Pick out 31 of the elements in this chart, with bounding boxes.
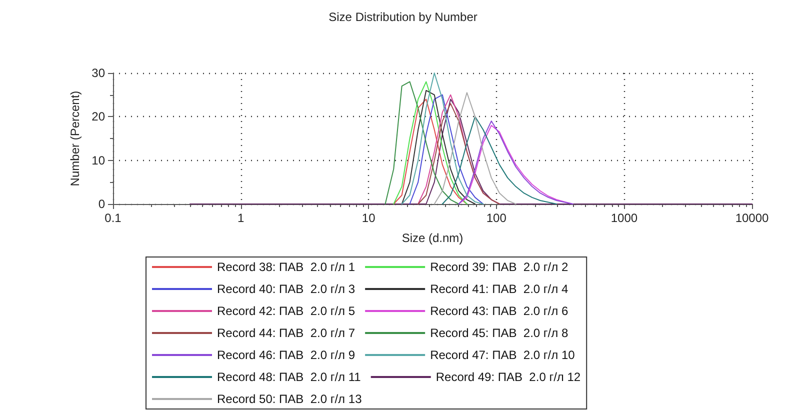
y-tick-label: 20 xyxy=(92,110,106,124)
x-tick-label: 1 xyxy=(237,211,244,225)
x-tick-label: 100 xyxy=(486,211,507,225)
y-axis-title: Number (Percent) xyxy=(68,90,82,186)
legend-label: Record 43: ПАВ 2.0 г/л 6 xyxy=(430,304,568,318)
line-series xyxy=(401,72,484,204)
legend-label: Record 42: ПАВ 2.0 г/л 5 xyxy=(217,304,356,318)
legend-label: Record 39: ПАВ 2.0 г/л 2 xyxy=(430,260,568,274)
line-series xyxy=(434,92,516,204)
line-series xyxy=(384,81,460,204)
legend-label: Record 45: ПАВ 2.0 г/л 8 xyxy=(430,326,568,340)
legend-label: Record 46: ПАВ 2.0 г/л 9 xyxy=(217,348,356,362)
legend-label: Record 40: ПАВ 2.0 г/л 3 xyxy=(217,282,356,296)
x-tick-label: 10 xyxy=(362,211,376,225)
chart-title: Size Distribution by Number xyxy=(328,10,478,24)
legend-label: Record 41: ПАВ 2.0 г/л 4 xyxy=(430,282,568,296)
legend-label: Record 49: ПАВ 2.0 г/л 12 xyxy=(436,370,581,384)
legend-label: Record 38: ПАВ 2.0 г/л 1 xyxy=(217,260,356,274)
legend-label: Record 47: ПАВ 2.0 г/л 10 xyxy=(430,348,576,362)
x-tick-label: 1000 xyxy=(610,211,638,225)
legend-label: Record 44: ПАВ 2.0 г/л 7 xyxy=(217,326,356,340)
line-series xyxy=(442,116,557,204)
x-tick-label: 10000 xyxy=(735,211,770,225)
y-tick-label: 30 xyxy=(92,66,106,80)
line-series xyxy=(409,94,484,204)
y-tick-label: 0 xyxy=(98,197,106,211)
x-axis-title: Size (d.nm) xyxy=(402,231,464,245)
x-tick-label: 0.1 xyxy=(104,211,122,225)
legend-label: Record 48: ПАВ 2.0 г/л 11 xyxy=(217,370,362,384)
y-tick-label: 10 xyxy=(92,153,106,168)
legend-label: Record 50: ПАВ 2.0 г/л 13 xyxy=(217,392,362,406)
